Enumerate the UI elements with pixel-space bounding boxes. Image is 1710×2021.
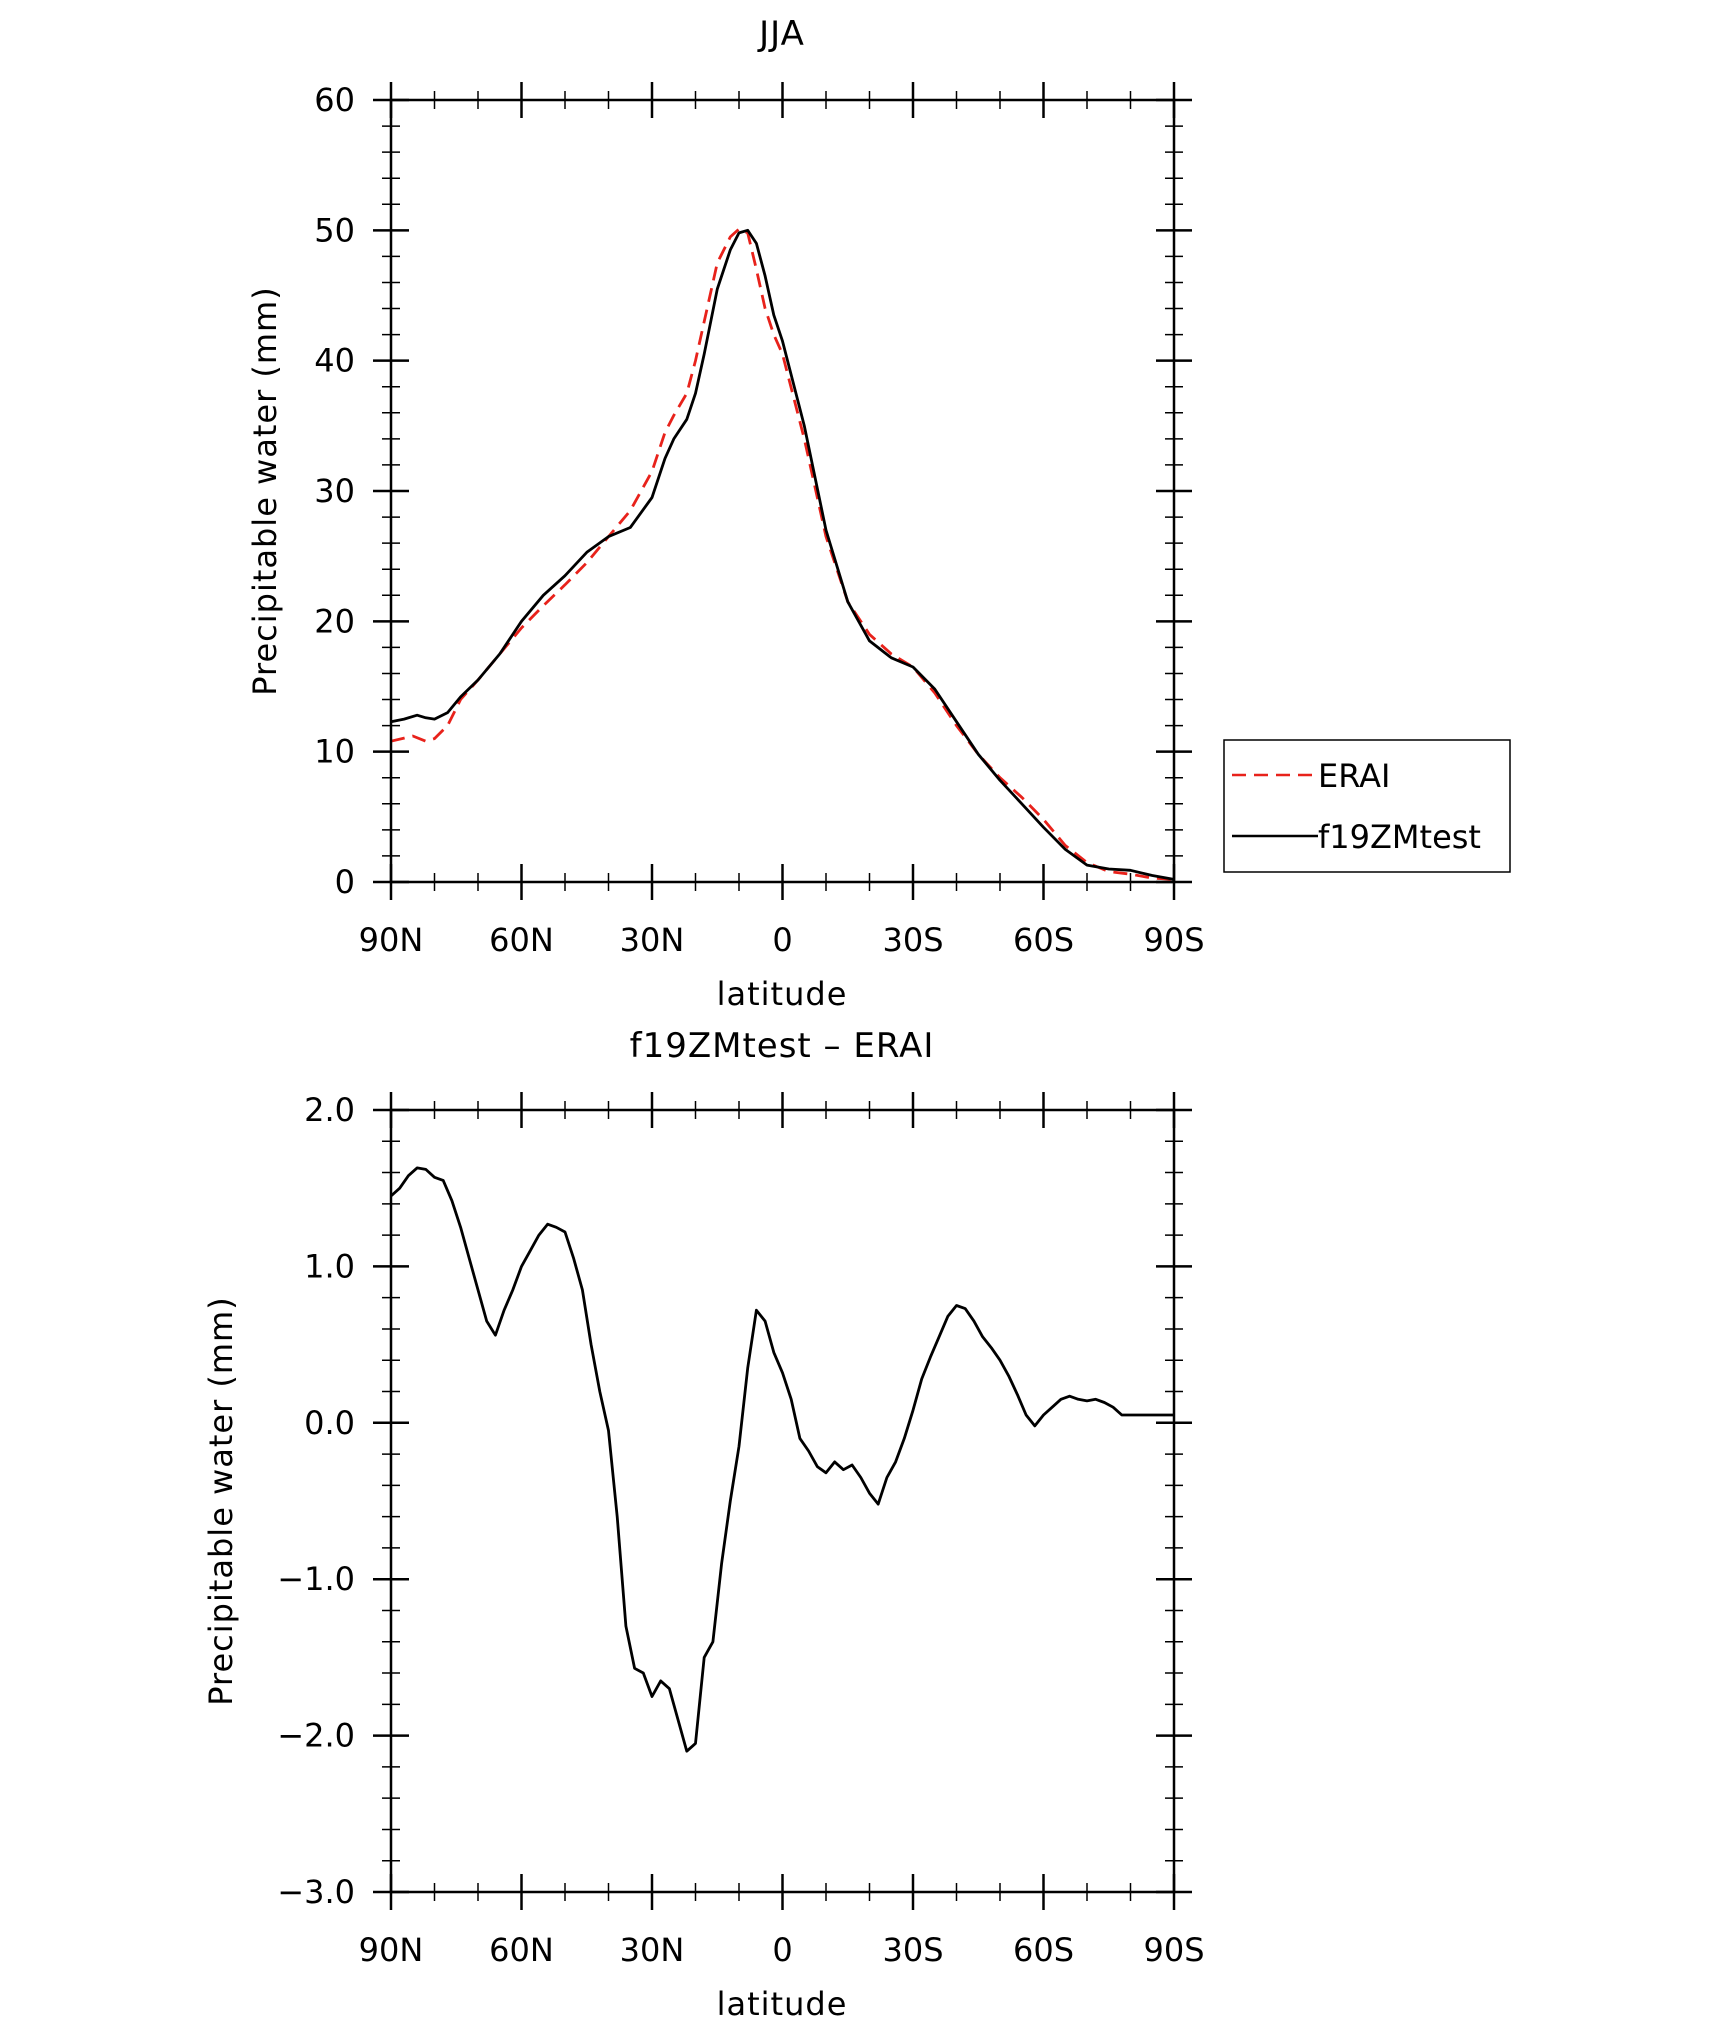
series-line-f19zmtest (390, 228, 1175, 881)
y-tick-label: 1.0 (304, 1247, 355, 1285)
y-tick-label: 30 (314, 472, 355, 510)
series-line-erai (390, 227, 1175, 881)
y-tick-label: 10 (314, 733, 355, 771)
y-tick-label: 0.0 (304, 1404, 355, 1442)
y-tick-label: 2.0 (304, 1091, 355, 1129)
tick-marks-bottom (373, 1092, 1192, 1910)
x-tick-labels-top: 90N 60N 30N 0 30S 60S 90S (359, 921, 1205, 959)
chart-title-bottom: f19ZMtest – ERAI (630, 1026, 935, 1066)
x-tick-labels-bottom: 90N 60N 30N 0 30S 60S 90S (359, 1931, 1205, 1969)
x-tick-label: 60N (489, 921, 554, 959)
x-axis-label-bottom: latitude (717, 1985, 848, 2021)
plot-frame-bottom (389, 1108, 1176, 1894)
x-tick-label: 0 (772, 921, 792, 959)
x-tick-label: 30N (620, 921, 685, 959)
y-tick-label: −3.0 (277, 1873, 355, 1911)
plot-frame-top (389, 98, 1176, 884)
x-tick-label: 60S (1013, 921, 1074, 959)
x-tick-label: 90S (1143, 921, 1204, 959)
y-tick-label: −1.0 (277, 1560, 355, 1598)
chart-title-top: JJA (757, 14, 805, 54)
y-tick-label: 60 (314, 81, 355, 119)
y-tick-labels-top: 0 10 20 30 40 50 60 (314, 81, 355, 901)
x-tick-label: 60N (489, 1931, 554, 1969)
y-axis-label-bottom: Precipitable water (mm) (202, 1296, 240, 1705)
x-tick-label: 60S (1013, 1931, 1074, 1969)
y-tick-label: −2.0 (277, 1717, 355, 1755)
y-tick-labels-bottom: 2.0 1.0 0.0 −1.0 −2.0 −3.0 (277, 1091, 355, 1911)
series-lines-bottom (390, 1166, 1174, 1753)
y-tick-label: 50 (314, 211, 355, 249)
panel-top: JJA 0 10 20 30 40 50 60 90N 60N 30N 0 30S 60S 90S la… (246, 14, 1205, 1013)
legend-label-erai: ERAI (1318, 757, 1390, 795)
x-tick-label: 30S (882, 921, 943, 959)
y-tick-label: 40 (314, 342, 355, 380)
series-line-difference (390, 1166, 1174, 1753)
legend: ERAI f19ZMtest (1223, 739, 1511, 873)
panel-bottom: f19ZMtest – ERAI 2.0 1.0 0.0 −1.0 −2.0 −3.0 9… (202, 1026, 1205, 2021)
x-tick-label: 30S (882, 1931, 943, 1969)
x-tick-label: 30N (620, 1931, 685, 1969)
x-axis-label-top: latitude (717, 975, 848, 1013)
y-tick-label: 0 (335, 863, 355, 901)
x-tick-label: 90N (359, 1931, 424, 1969)
x-tick-label: 0 (772, 1931, 792, 1969)
x-tick-label: 90S (1143, 1931, 1204, 1969)
y-tick-label: 20 (314, 602, 355, 640)
tick-marks-top (373, 82, 1192, 900)
legend-box (1223, 739, 1511, 873)
legend-label-f19zmtest: f19ZMtest (1318, 818, 1481, 856)
x-tick-label: 90N (359, 921, 424, 959)
series-lines-top (390, 227, 1175, 881)
y-axis-label-top: Precipitable water (mm) (246, 286, 284, 695)
